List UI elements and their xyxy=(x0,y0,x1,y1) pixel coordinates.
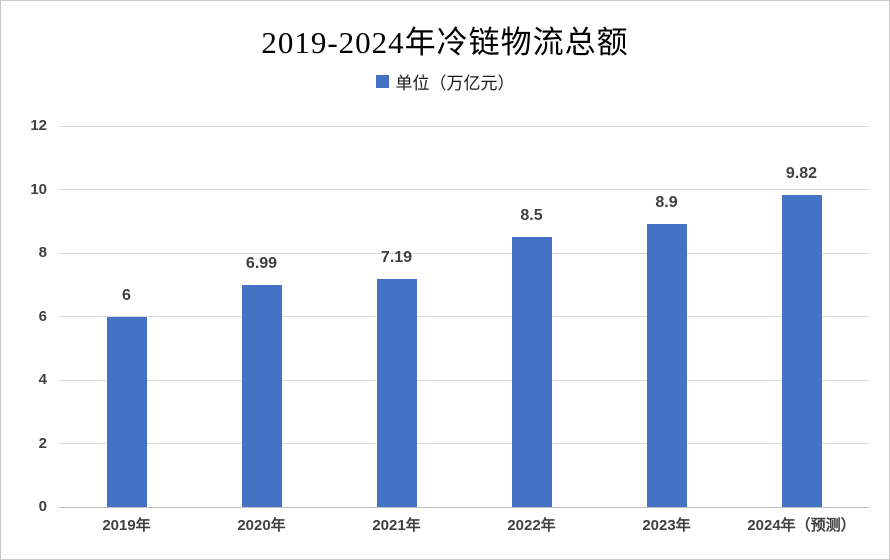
x-tick-label: 2020年 xyxy=(237,517,286,534)
bar-value-label: 7.19 xyxy=(380,248,413,266)
y-tick-label: 10 xyxy=(30,180,47,198)
bar-value-label: 8.9 xyxy=(655,194,678,212)
chart-title: 2019-2024年冷链物流总额 xyxy=(261,25,629,60)
x-tick-label: 2021年 xyxy=(372,517,421,534)
x-tick-label: 2024年（预测） xyxy=(747,517,856,534)
x-tick-label: 2022年 xyxy=(507,517,556,534)
bar-value-label: 8.5 xyxy=(520,207,543,225)
bar-2022年 xyxy=(511,237,552,507)
bar-2019年 xyxy=(106,316,147,507)
gridline xyxy=(59,252,869,254)
gridline xyxy=(59,379,869,381)
gridline xyxy=(59,443,869,444)
bar-2020年 xyxy=(241,285,282,507)
bar-2023年 xyxy=(646,224,687,507)
bar-value-label: 9.82 xyxy=(785,165,818,183)
bar-value-label: 6 xyxy=(122,286,131,304)
legend: 单位（万亿元） xyxy=(1,69,889,94)
y-tick-label: 2 xyxy=(38,434,47,452)
gridline xyxy=(59,316,869,317)
x-tick-label: 2019年 xyxy=(102,517,151,534)
legend-label: 单位（万亿元） xyxy=(395,74,515,93)
bar-2021年 xyxy=(376,278,417,507)
bar-value-label: 6.99 xyxy=(245,255,278,273)
y-tick-label: 0 xyxy=(38,498,47,515)
y-tick-label: 12 xyxy=(30,117,47,134)
y-tick-label: 6 xyxy=(38,307,47,325)
x-tick-label: 2023年 xyxy=(642,517,691,534)
y-tick-label: 4 xyxy=(38,371,47,388)
bar-2024年（预测） xyxy=(781,195,822,507)
legend-swatch-icon xyxy=(375,75,389,88)
plot-area: 6 6.99 7.19 8.5 8.9 9.82 xyxy=(59,125,869,508)
gridline xyxy=(59,189,869,190)
x-axis-line xyxy=(59,506,869,508)
y-tick-label: 8 xyxy=(38,244,47,261)
gridline xyxy=(59,125,869,127)
